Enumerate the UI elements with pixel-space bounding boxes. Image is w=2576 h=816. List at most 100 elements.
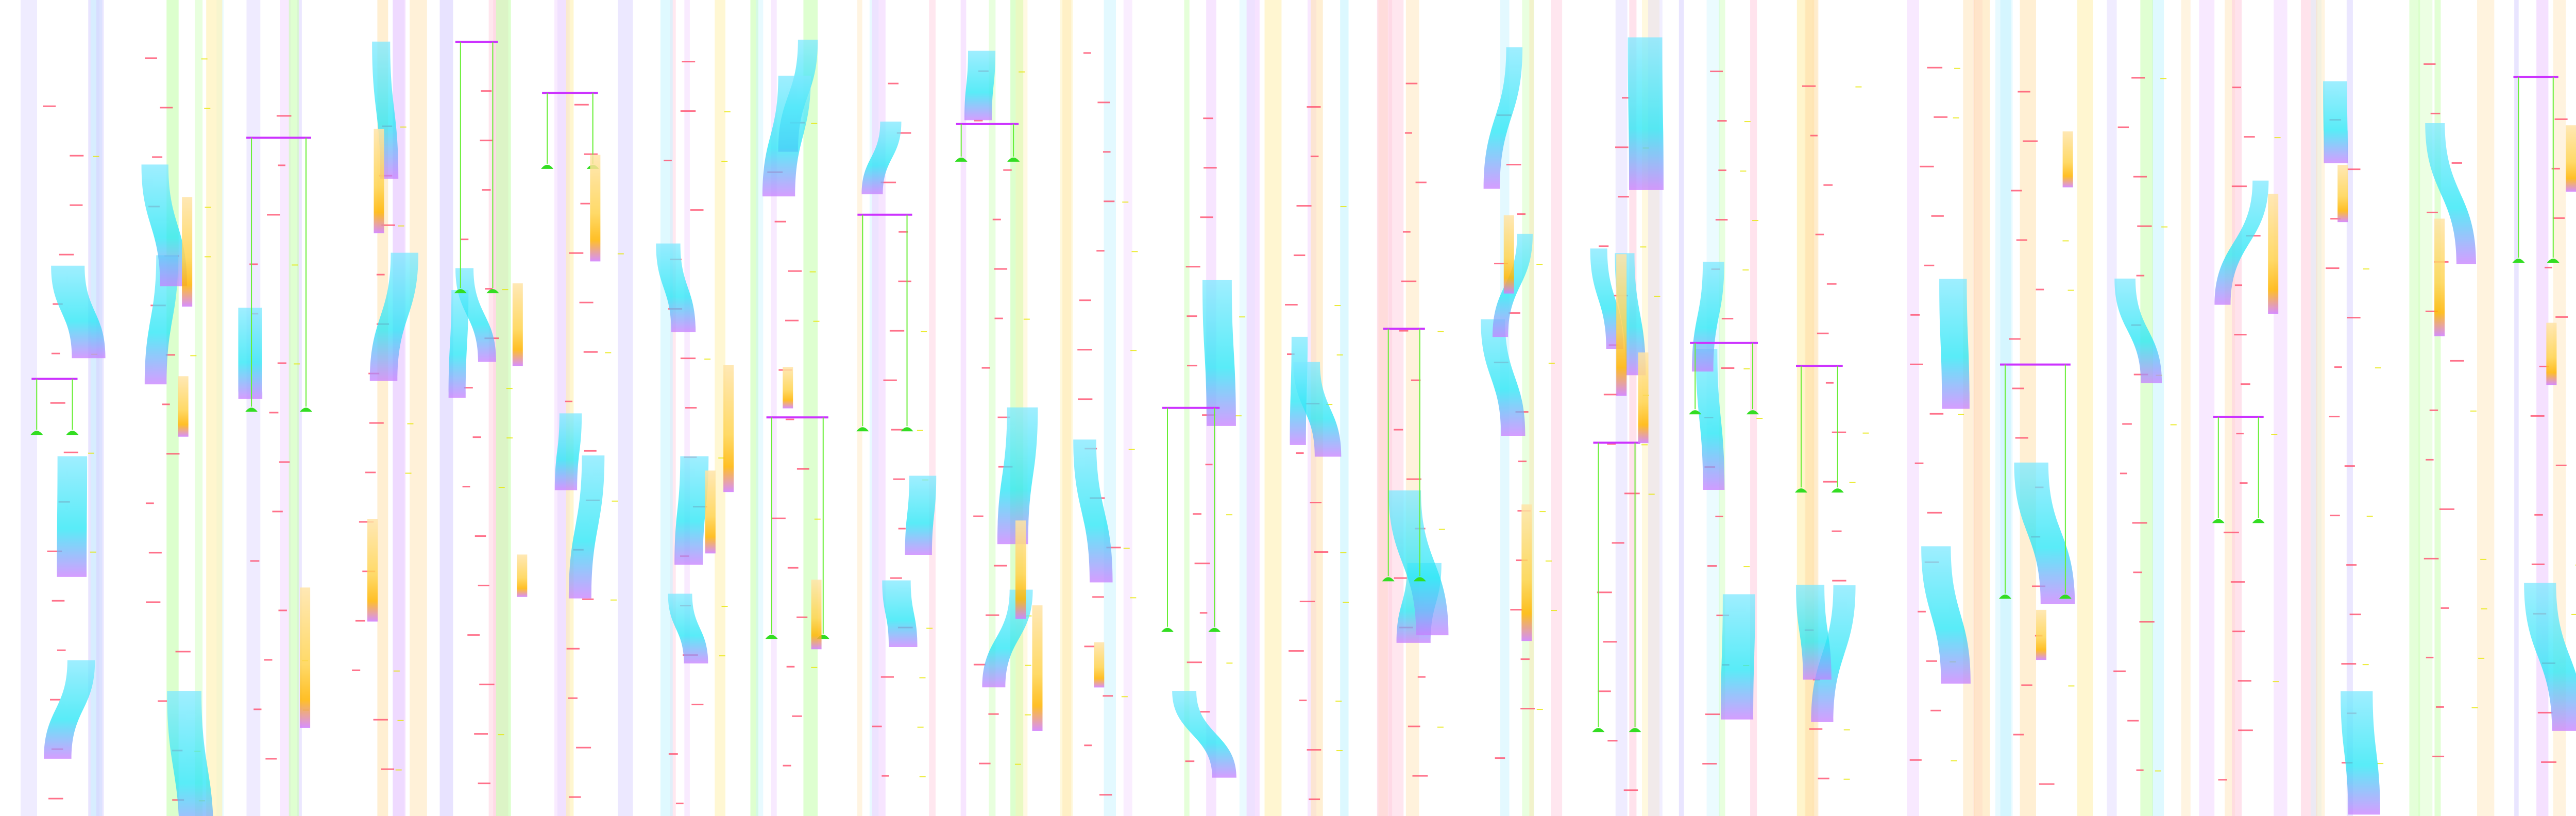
row-marker [269,412,279,414]
row-marker [1024,714,1031,716]
row-marker [2552,217,2565,219]
row-marker [2271,434,2278,435]
ribbon [656,243,696,332]
row-marker [1437,331,1444,332]
row-marker [148,552,162,554]
row-marker [1438,529,1445,530]
row-marker [2530,415,2545,417]
row-marker [2241,383,2250,385]
row-marker [1743,566,1750,568]
row-marker [1618,196,1629,198]
row-marker [506,388,513,389]
connector [547,93,594,164]
row-marker [2234,284,2243,286]
row-marker [979,762,991,764]
row-marker [2363,268,2369,270]
row-marker [610,599,617,601]
ribbon [448,290,469,398]
row-marker [2234,334,2247,336]
track-stripe [1264,0,1282,816]
row-marker [1930,709,1941,711]
ribbon [1172,690,1236,778]
row-marker [158,700,167,702]
track-stripe [1340,0,1349,816]
row-marker [1843,778,1850,780]
row-marker [721,161,728,162]
bar [723,365,734,492]
column [1264,0,1349,816]
row-marker [381,224,395,226]
row-marker [1509,312,1520,314]
connector [1598,443,1636,727]
row-marker [1744,121,1751,123]
row-marker [480,140,494,142]
row-marker [1934,116,1948,118]
track-stripe [1246,0,1260,816]
row-marker [2170,424,2177,426]
row-marker [2426,458,2434,461]
row-marker [1910,314,1920,316]
bar [811,580,822,650]
row-marker [1187,661,1202,664]
ribbon [1691,262,1724,372]
row-marker [605,352,612,353]
track-stripe [2140,0,2153,816]
row-marker [50,699,60,701]
row-marker [1603,641,1617,643]
column [1590,0,1664,816]
row-marker [994,268,1008,270]
row-marker [1193,513,1201,515]
row-marker [1343,602,1349,603]
row-marker [1715,219,1728,221]
row-marker [880,676,894,678]
column [750,0,829,816]
track-stripe [246,0,261,816]
row-marker [1825,382,1834,384]
track-stripe [670,0,676,816]
row-marker [1106,547,1121,549]
row-marker [771,517,786,519]
row-marker [2273,681,2279,683]
row-marker [584,450,597,452]
connector-end [2512,259,2560,263]
track-stripe [566,0,574,816]
row-marker [1615,146,1629,148]
row-marker [580,202,590,205]
row-marker [724,111,731,113]
ribbon [861,122,902,195]
track-stripe [2514,0,2519,816]
row-marker [2555,464,2567,466]
row-marker [2346,564,2357,566]
ribbon [1811,585,1856,722]
track-stripe [2152,0,2164,816]
row-marker [2161,226,2168,228]
row-marker [1536,264,1543,265]
column [1161,0,1260,816]
row-marker [811,123,818,124]
row-marker [680,358,696,360]
row-marker [1607,443,1616,445]
row-marker [1185,760,1195,762]
row-marker [813,320,820,322]
row-marker [1235,415,1242,417]
row-marker [1130,350,1137,351]
row-marker [2117,126,2129,128]
row-marker [1131,251,1138,252]
row-marker [1103,151,1111,153]
row-marker [986,614,999,616]
row-marker [890,577,902,579]
row-marker [1130,597,1137,599]
row-marker [2441,607,2449,609]
row-marker [2122,423,2132,425]
row-marker [1310,502,1322,504]
row-marker [478,585,489,587]
row-marker [2571,614,2576,615]
ribbon [568,455,605,599]
row-marker [393,670,400,672]
row-marker [1411,379,1421,381]
row-marker [1818,777,1829,779]
connector-end [1592,728,1641,733]
row-marker [276,115,292,117]
row-marker [1832,580,1846,582]
